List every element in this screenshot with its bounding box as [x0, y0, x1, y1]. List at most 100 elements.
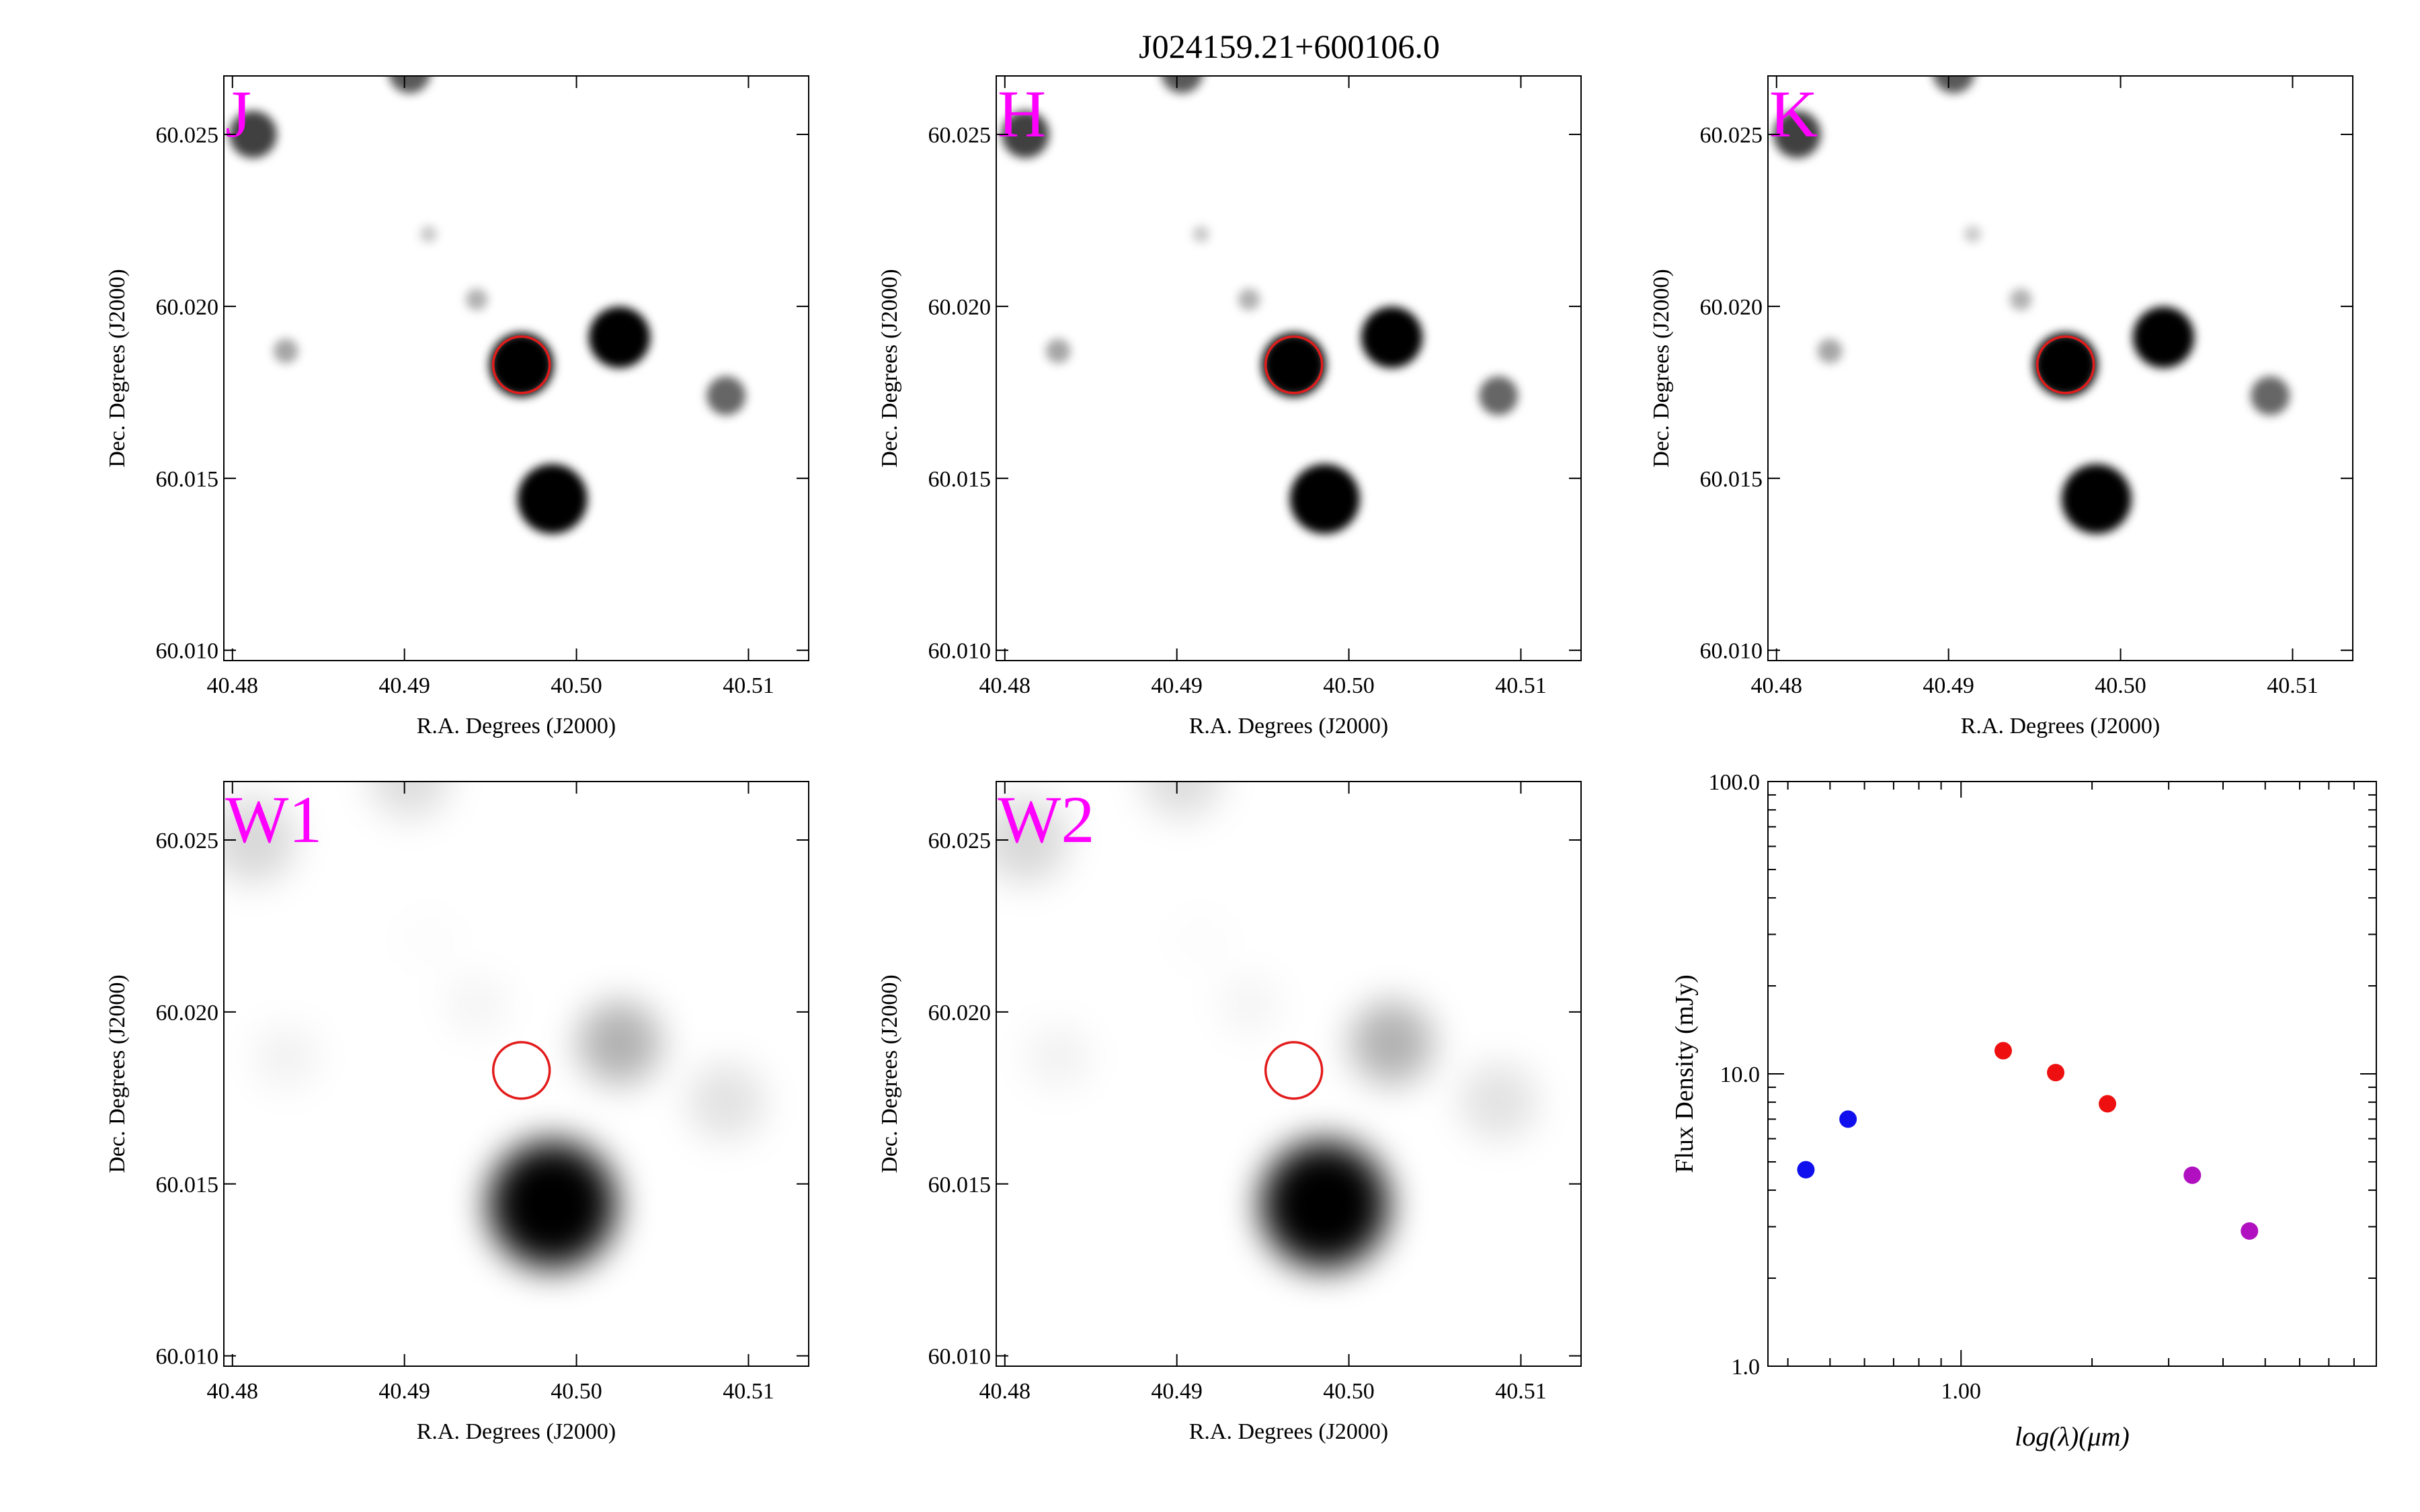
- star-field: [1773, 76, 2290, 534]
- field-star: [1361, 306, 1423, 368]
- field-star: [996, 797, 1069, 883]
- field-star: [1933, 76, 1974, 93]
- data-point: [2183, 1166, 2202, 1184]
- y-tick-label: 60.010: [156, 639, 219, 664]
- x-tick-label: 40.50: [2095, 673, 2146, 698]
- x-tick-label: 40.49: [378, 1379, 430, 1404]
- band-label: J: [225, 77, 251, 151]
- x-tick-label: 40.48: [979, 673, 1031, 698]
- x-tick-label: 40.50: [551, 1379, 602, 1404]
- field-star: [400, 911, 457, 968]
- x-axis-label: R.A. Degrees (J2000): [1189, 1419, 1389, 1444]
- field-star: [1260, 1140, 1389, 1269]
- y-tick-label: 60.015: [156, 467, 219, 492]
- field-star: [1002, 110, 1049, 159]
- field-star: [369, 782, 450, 818]
- target-marker-circle: [491, 1041, 551, 1100]
- field-star: [1172, 911, 1229, 968]
- field-star: [1238, 288, 1260, 310]
- x-tick-label: 40.48: [207, 673, 259, 698]
- field-star: [420, 225, 437, 243]
- sky-image: [996, 782, 1581, 1366]
- field-star: [588, 306, 651, 368]
- field-star: [687, 1062, 766, 1140]
- target-star: [489, 333, 554, 397]
- band-label: W2: [998, 782, 1094, 857]
- field-star: [1964, 225, 1981, 243]
- star-field: [229, 76, 746, 534]
- panel-frame: [996, 781, 1582, 1367]
- sky-image: [224, 76, 809, 661]
- x-tick-label: 40.51: [2267, 673, 2318, 698]
- y-tick-label: 60.010: [156, 1345, 219, 1370]
- field-star: [1459, 1062, 1538, 1140]
- y-axis-label: Dec. Degrees (J2000): [877, 974, 902, 1173]
- field-star: [488, 1140, 616, 1269]
- target-marker-circle: [491, 335, 551, 394]
- figure-title: J024159.21+600106.0: [1139, 28, 1440, 65]
- series-red: [1994, 1042, 2117, 1113]
- y-tick-label: 60.015: [928, 467, 992, 492]
- x-axis-label: log(λ)(μm): [2015, 1421, 2130, 1452]
- x-axis-label: R.A. Degrees (J2000): [1189, 714, 1389, 739]
- y-tick-label: 60.020: [928, 295, 992, 320]
- field-star: [707, 376, 746, 415]
- field-star: [273, 339, 298, 364]
- target-marker-circle: [1264, 335, 1324, 394]
- x-tick-label: 40.51: [723, 1379, 774, 1404]
- y-tick-label: 100.0: [1709, 770, 1761, 795]
- y-axis-label: Dec. Degrees (J2000): [1649, 269, 1674, 468]
- y-tick-label: 60.020: [156, 295, 219, 320]
- field-star: [1479, 376, 1519, 415]
- y-tick-label: 60.020: [1700, 295, 1763, 320]
- x-tick-label: 40.48: [979, 1379, 1031, 1404]
- x-tick-label: 40.50: [1323, 1379, 1375, 1404]
- band-label: W1: [225, 782, 322, 857]
- y-tick-label: 60.015: [928, 1173, 992, 1198]
- target-star: [2033, 333, 2098, 397]
- x-tick-label: 40.51: [1495, 673, 1547, 698]
- field-star: [1773, 110, 1821, 159]
- star-field: [996, 782, 1538, 1269]
- panel-w1: W1 40.48 40.49 40.50 40.51 60.010 60.015 60.020…: [105, 781, 809, 1444]
- y-tick-label: 60.020: [156, 1001, 219, 1025]
- target-marker-circle: [1264, 1041, 1324, 1100]
- y-axis-label: Dec. Degrees (J2000): [105, 269, 130, 468]
- panel-h: H 40.48 40.49 40.50 40.51 60.010 60.015 60.020 6…: [877, 75, 1582, 739]
- series-blue: [1797, 1110, 1857, 1179]
- field-star: [1161, 76, 1203, 93]
- x-tick-label: 40.51: [1495, 1379, 1547, 1404]
- field-star: [517, 464, 588, 534]
- x-tick-label: 40.49: [1923, 673, 1974, 698]
- star-field: [224, 782, 766, 1269]
- y-tick-label: 60.015: [1700, 467, 1763, 492]
- image-panels: J 40.48 40.49 40.50 40.51 60.010 60.015 60.020 6…: [105, 75, 2353, 1444]
- x-tick-label: 1.00: [1941, 1379, 1981, 1404]
- band-label: K: [1769, 77, 1818, 151]
- field-star: [1218, 974, 1281, 1036]
- field-star: [389, 76, 430, 93]
- sed-plot: 1.0 10.0 100.0 1.00 log(λ)(μm) Flux Density (…: [1670, 770, 2377, 1452]
- field-star: [1141, 782, 1223, 818]
- x-tick-label: 40.49: [378, 673, 430, 698]
- sky-image: [996, 76, 1581, 661]
- y-tick-label: 60.025: [928, 829, 992, 853]
- y-tick-label: 60.015: [156, 1173, 219, 1198]
- data-point: [1994, 1042, 2012, 1060]
- x-axis-label: R.A. Degrees (J2000): [417, 1419, 616, 1444]
- data-point: [2047, 1064, 2065, 1082]
- y-tick-label: 60.010: [1700, 639, 1763, 664]
- y-tick-label: 1.0: [1732, 1355, 1761, 1380]
- field-star: [577, 1001, 661, 1085]
- field-star: [2132, 306, 2195, 368]
- field-star: [1817, 339, 1843, 364]
- field-star: [465, 288, 488, 310]
- series-purple: [2183, 1166, 2259, 1240]
- field-star: [1193, 225, 1209, 243]
- target-star: [1261, 333, 1326, 397]
- field-star: [1289, 464, 1360, 534]
- field-star: [224, 797, 296, 883]
- data-point: [2241, 1222, 2259, 1240]
- y-tick-label: 60.025: [156, 123, 219, 148]
- y-tick-label: 60.010: [928, 639, 992, 664]
